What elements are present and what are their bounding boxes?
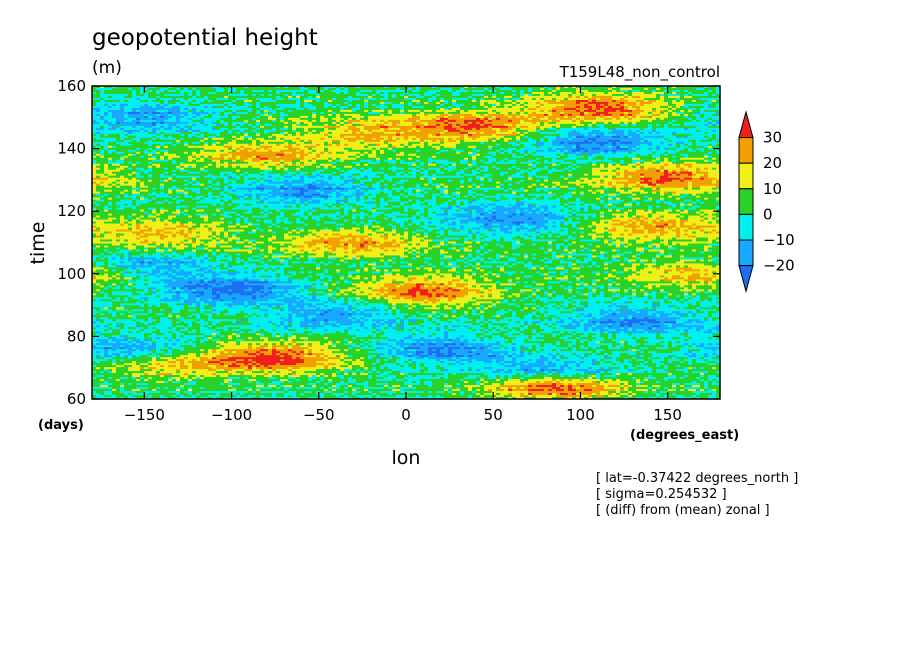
run-label: T159L48_non_control: [559, 63, 720, 82]
chart-title: geopotential height: [92, 25, 318, 51]
plot-area: [92, 86, 720, 399]
chart-units: (m): [92, 58, 122, 78]
